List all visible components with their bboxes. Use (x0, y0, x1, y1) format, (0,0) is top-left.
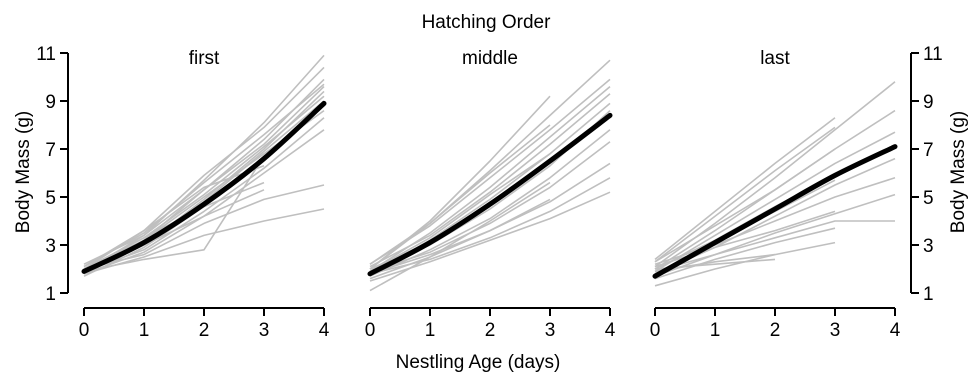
x-tick-label: 4 (605, 320, 616, 341)
individual-line (369, 153, 551, 273)
y-tick-label: 3 (923, 236, 934, 257)
panel-title-first: first (189, 48, 220, 69)
individual-line (654, 148, 836, 270)
mean-line-last (652, 144, 898, 279)
y-tick-label: 5 (923, 188, 934, 209)
y-tick-label: 7 (923, 140, 934, 161)
individual-line (83, 184, 325, 270)
panel-first: first 0 1 2 3 4 1 3 5 7 9 11 (36, 44, 329, 341)
individual-line (83, 66, 325, 270)
mean-line-middle (367, 112, 613, 277)
individual-line (654, 227, 836, 280)
x-tick-label: 2 (485, 320, 496, 341)
panels-group: first 0 1 2 3 4 1 3 5 7 9 11 middle 0 1 2 3 4 last 0 1 2 3 4 1 3 5… (36, 44, 942, 341)
individual-line (369, 181, 551, 292)
y-tick-label: 11 (36, 44, 56, 65)
individual-line (654, 109, 896, 263)
panel-title-middle: middle (462, 48, 518, 69)
individual-line (369, 198, 551, 275)
individual-line (83, 54, 325, 273)
x-tick-label: 1 (710, 320, 721, 341)
x-tick-label: 0 (365, 320, 376, 341)
individual-line (369, 85, 611, 273)
individual-line (369, 124, 551, 265)
x-tick-label: 1 (139, 320, 150, 341)
individual-line (369, 177, 611, 275)
y-tick-label: 11 (923, 44, 943, 65)
individual-line (369, 95, 551, 270)
x-tick-label: 3 (259, 320, 270, 341)
individual-line (83, 117, 325, 273)
y-tick-label: 5 (45, 188, 56, 209)
x-tick-label: 2 (199, 320, 210, 341)
y-tick-label: 3 (45, 236, 56, 257)
x-axis-title: Nestling Age (days) (396, 352, 561, 373)
individual-line (369, 93, 611, 268)
y-axis-title-left: Body Mass (g) (13, 111, 34, 233)
individual-line (369, 78, 611, 265)
x-tick-label: 3 (830, 320, 841, 341)
x-tick-label: 0 (650, 320, 661, 341)
figure-title: Hatching Order (422, 12, 552, 33)
individual-line (83, 86, 325, 265)
panel-middle: middle 0 1 2 3 4 (365, 48, 616, 341)
x-tick-label: 4 (319, 320, 330, 341)
x-tick-label: 1 (425, 320, 436, 341)
mean-line-first (81, 100, 327, 274)
x-tick-label: 0 (79, 320, 90, 341)
panel-last: last 0 1 2 3 4 1 3 5 7 9 11 (650, 44, 943, 341)
individual-line (654, 131, 896, 273)
y-tick-label: 7 (45, 140, 56, 161)
y-tick-label: 9 (923, 92, 934, 113)
x-tick-label: 2 (770, 320, 781, 341)
individual-line (654, 220, 895, 273)
panel-title-last: last (760, 48, 790, 69)
individual-line (654, 126, 836, 263)
y-tick-label: 1 (45, 284, 56, 305)
y-tick-label: 1 (923, 284, 934, 305)
y-tick-label: 9 (45, 92, 56, 113)
individual-line (654, 117, 836, 261)
x-tick-label: 3 (545, 320, 556, 341)
x-tick-label: 4 (890, 320, 901, 341)
individual-line (654, 193, 896, 277)
individual-line (83, 165, 265, 268)
individual-line (369, 141, 611, 273)
y-axis-title-right: Body Mass (g) (948, 111, 969, 233)
